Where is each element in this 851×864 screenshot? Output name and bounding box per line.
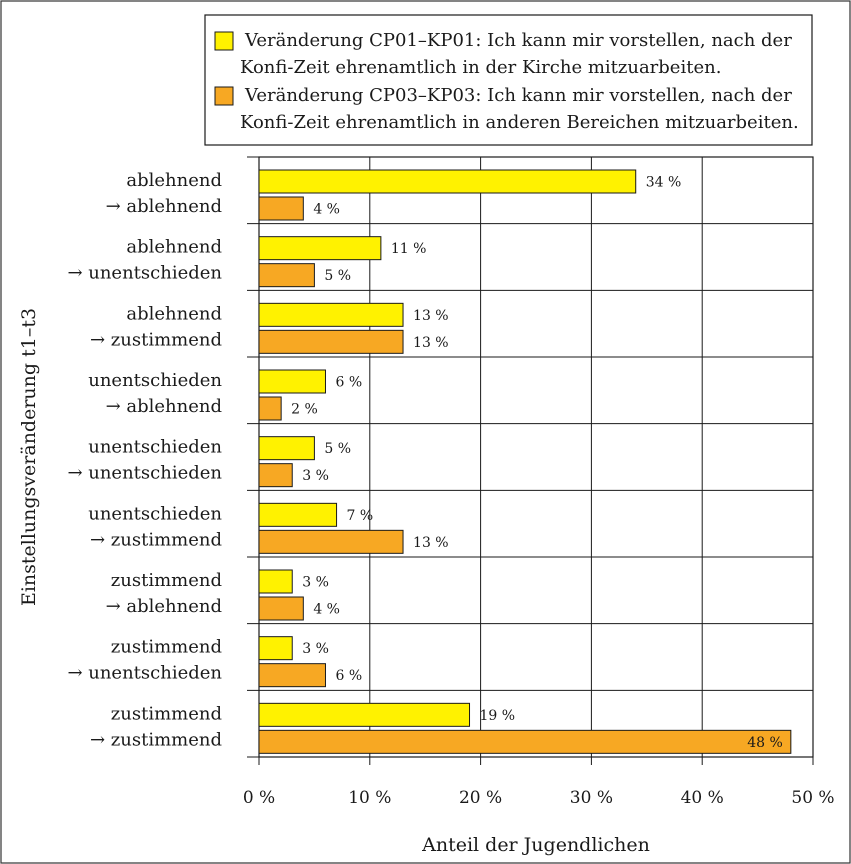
category-label-to: → ablehnend — [106, 396, 222, 417]
bar-value-label: 11 % — [391, 241, 427, 257]
bar-series-2 — [258, 663, 326, 688]
bar-series-2 — [258, 396, 282, 421]
bar-value-label: 3 % — [302, 641, 329, 657]
legend: Veränderung CP01–KP01: Ich kann mir vors… — [204, 14, 813, 146]
bar-value-label: 6 % — [335, 375, 362, 391]
bar-value-label: 13 % — [413, 335, 449, 351]
legend-swatch — [214, 31, 234, 51]
bar-series-2 — [258, 729, 792, 754]
x-tick-label: 40 % — [681, 788, 724, 808]
bar-series-1 — [258, 569, 293, 594]
category-label-to: → unentschieden — [67, 463, 222, 484]
category-label-from: zustimmend — [111, 703, 222, 724]
legend-swatch — [214, 86, 234, 106]
legend-label: Veränderung CP03–KP03: Ich kann mir vors… — [244, 85, 792, 106]
bar-series-1 — [258, 636, 293, 661]
bar-value-label: 48 % — [747, 735, 783, 751]
category-label-to: → zustimmend — [90, 529, 222, 550]
category-label-from: ablehnend — [126, 303, 222, 324]
bar-series-2 — [258, 463, 293, 488]
bar-value-label: 34 % — [646, 175, 682, 191]
category-label-to: → ablehnend — [106, 196, 222, 217]
legend-box — [204, 14, 813, 146]
bar-value-label: 5 % — [324, 441, 351, 457]
category-label-from: unentschieden — [88, 370, 222, 391]
category-label-to: → unentschieden — [67, 263, 222, 284]
legend-label: Veränderung CP01–KP01: Ich kann mir vors… — [244, 30, 792, 51]
bar-series-1 — [258, 436, 315, 461]
category-label-to: → zustimmend — [90, 329, 222, 350]
bar-value-label: 7 % — [347, 508, 374, 524]
category-label-from: zustimmend — [111, 637, 222, 658]
bar-series-2 — [258, 263, 315, 288]
legend-label: Konfi-Zeit ehrenamtlich in der Kirche mi… — [240, 57, 721, 78]
x-tick-label: 50 % — [791, 788, 834, 808]
bar-series-1 — [258, 169, 637, 194]
axis-layer: 0 % 10 % 20 % 30 % 40 % 50 % ablehnend → ablehn… — [18, 170, 835, 856]
bar-series-1 — [258, 702, 471, 727]
category-label-to: → ablehnend — [106, 596, 222, 617]
bar-series-1 — [258, 302, 404, 327]
category-label-from: unentschieden — [88, 437, 222, 458]
bar-value-label: 3 % — [302, 575, 329, 591]
bar-series-1 — [258, 369, 326, 394]
y-axis-title: Einstellungsveränderung t1–t3 — [18, 308, 40, 606]
x-tick-label: 20 % — [459, 788, 502, 808]
category-label-from: unentschieden — [88, 503, 222, 524]
bar-value-label: 4 % — [313, 202, 340, 218]
bar-series-1 — [258, 502, 338, 527]
legend-label: Konfi-Zeit ehrenamtlich in anderen Berei… — [240, 112, 799, 133]
bar-value-label: 4 % — [313, 602, 340, 618]
bar-value-label: 19 % — [480, 708, 516, 724]
category-label-to: → zustimmend — [90, 729, 222, 750]
x-axis-title: Anteil der Jugendlichen — [421, 834, 650, 856]
category-label-to: → unentschieden — [67, 663, 222, 684]
bar-series-2 — [258, 596, 304, 621]
x-tick-label: 30 % — [570, 788, 613, 808]
bar-value-label: 13 % — [413, 535, 449, 551]
bar-value-label: 6 % — [335, 668, 362, 684]
bar-value-label: 3 % — [302, 468, 329, 484]
category-label-from: ablehnend — [126, 237, 222, 258]
bar-value-label: 5 % — [324, 268, 351, 284]
category-label-from: ablehnend — [126, 170, 222, 191]
bars-layer: 34 % 11 % 13 % 6 % 5 % 7 % 3 % 3 % 19 % 4 % 5 % 13 … — [258, 169, 792, 754]
x-tick-label: 10 % — [348, 788, 391, 808]
bar-series-2 — [258, 529, 404, 554]
bar-series-1 — [258, 236, 382, 261]
x-tick-label: 0 % — [243, 788, 275, 808]
bar-series-2 — [258, 329, 404, 354]
bar-value-label: 13 % — [413, 308, 449, 324]
bar-value-label: 2 % — [291, 402, 318, 418]
category-label-from: zustimmend — [111, 570, 222, 591]
bar-series-2 — [258, 196, 304, 221]
